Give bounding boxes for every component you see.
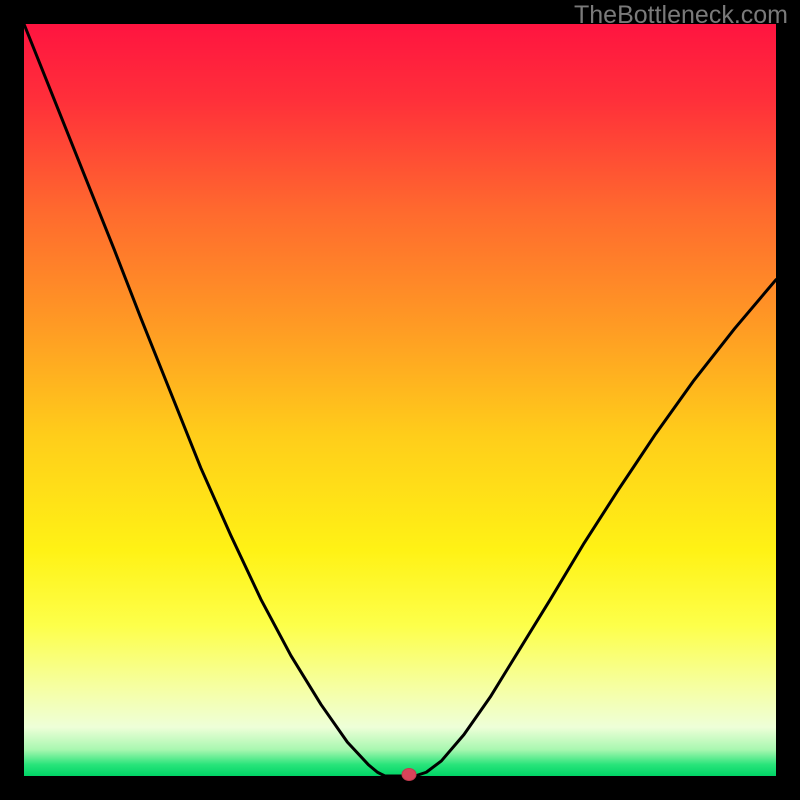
- optimal-point-marker: [402, 768, 416, 780]
- chart-stage: TheBottleneck.com: [0, 0, 800, 800]
- plot-background: [24, 24, 776, 776]
- chart-svg: [0, 0, 800, 800]
- watermark-text: TheBottleneck.com: [574, 1, 788, 30]
